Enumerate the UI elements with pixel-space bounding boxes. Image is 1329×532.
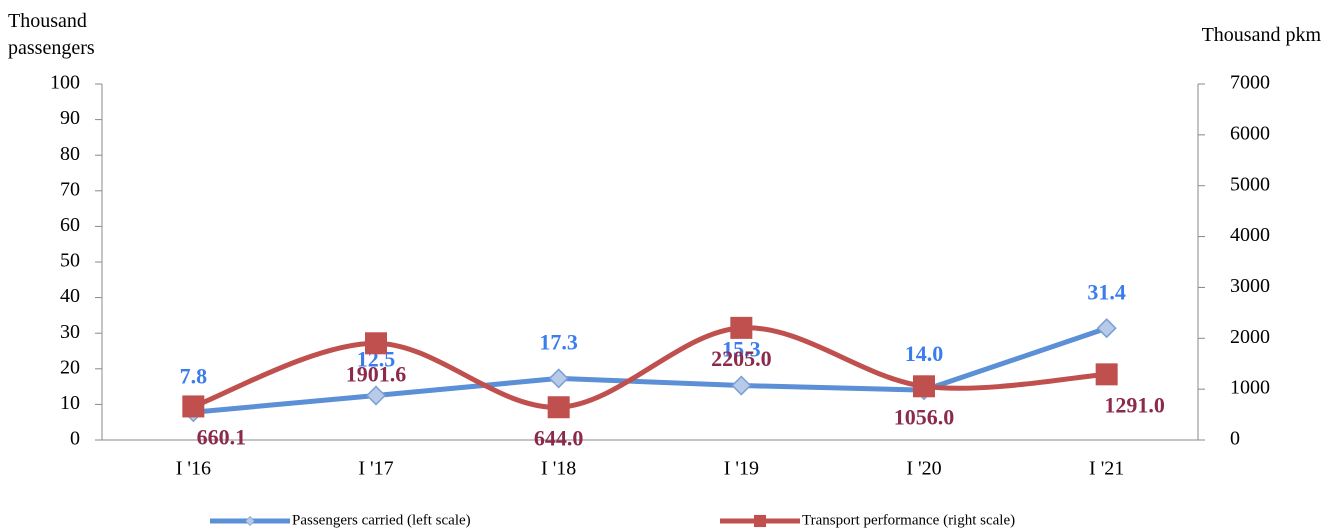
data-label: 17.3 bbox=[539, 329, 578, 354]
point bbox=[548, 368, 569, 389]
point bbox=[1095, 363, 1118, 386]
y-tick-label: 80 bbox=[60, 143, 80, 165]
data-label: 15.3 bbox=[722, 337, 761, 362]
point bbox=[365, 385, 387, 406]
x-tick-label: I '20 bbox=[906, 458, 941, 480]
y-tick-label: 100 bbox=[50, 72, 80, 94]
y2-tick-label: 0 bbox=[1230, 428, 1240, 450]
point bbox=[731, 375, 752, 396]
data-label: 31.4 bbox=[1087, 279, 1126, 304]
y2-tick-label: 4000 bbox=[1230, 224, 1270, 246]
y-tick-label: 50 bbox=[60, 250, 80, 272]
point bbox=[913, 375, 935, 398]
y-tick-label: 40 bbox=[60, 285, 80, 307]
legend-label: Transport performance (right scale) bbox=[802, 512, 1015, 528]
point bbox=[730, 316, 753, 339]
data-label: 1291.0 bbox=[1104, 392, 1165, 417]
y-axis-title: Thousand passengers bbox=[8, 10, 95, 59]
y2-tick-label: 6000 bbox=[1230, 122, 1270, 144]
y-tick-label: 60 bbox=[60, 214, 80, 236]
series-line bbox=[193, 325, 1108, 415]
y2-tick-label: 7000 bbox=[1230, 72, 1270, 94]
point bbox=[365, 332, 387, 355]
y2-tick-label: 2000 bbox=[1230, 326, 1270, 348]
point bbox=[547, 396, 570, 419]
data-label: 644.0 bbox=[534, 425, 584, 450]
series-line bbox=[192, 325, 1107, 410]
y-tick-label: 0 bbox=[70, 428, 80, 450]
x-tick-label: I '18 bbox=[541, 458, 576, 480]
y2-axis-title: Thousand pkm bbox=[1201, 24, 1321, 46]
data-label: 1056.0 bbox=[894, 404, 955, 429]
y-tick-label: 90 bbox=[60, 107, 80, 129]
y-tick-label: 70 bbox=[60, 178, 80, 200]
y-tick-label: 20 bbox=[60, 356, 80, 378]
data-label: 2205.0 bbox=[711, 346, 772, 371]
data-label: 7.8 bbox=[180, 363, 208, 388]
data-label: 660.1 bbox=[197, 424, 247, 449]
point bbox=[182, 395, 205, 418]
x-tick-label: I '19 bbox=[724, 458, 759, 480]
data-label: 1901.6 bbox=[346, 361, 407, 386]
y-tick-label: 10 bbox=[60, 392, 80, 414]
x-tick-label: I '17 bbox=[358, 458, 393, 480]
legend-label: Passengers carried (left scale) bbox=[292, 512, 471, 528]
y2-tick-label: 1000 bbox=[1230, 377, 1270, 399]
x-tick-label: I '21 bbox=[1089, 458, 1124, 480]
y2-tick-label: 3000 bbox=[1230, 275, 1270, 297]
y2-tick-label: 5000 bbox=[1230, 173, 1270, 195]
x-tick-label: I '16 bbox=[176, 458, 211, 480]
y-tick-label: 30 bbox=[60, 321, 80, 343]
legend-marker bbox=[244, 515, 256, 527]
legend-marker bbox=[753, 514, 767, 528]
data-label: 14.0 bbox=[905, 341, 944, 366]
point bbox=[1096, 318, 1117, 339]
